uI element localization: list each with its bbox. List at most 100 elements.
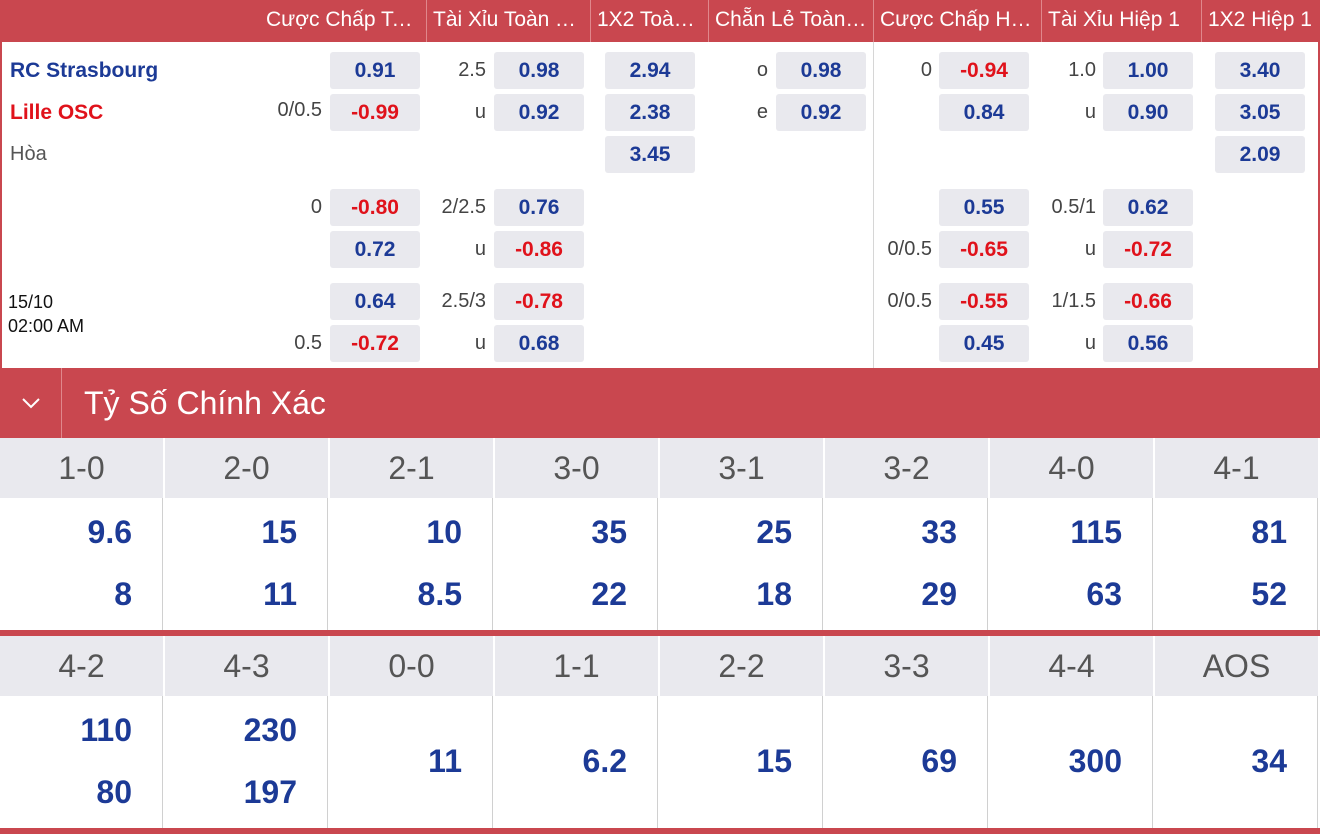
score-odd-away[interactable]: 18 — [756, 576, 792, 612]
score-odd-home[interactable]: 81 — [1251, 514, 1287, 550]
score-odds: 15 11 — [165, 498, 328, 630]
score-odd[interactable]: 11 — [428, 743, 462, 779]
h1-ah-line-3: 0/0.5 — [887, 290, 932, 312]
score-odd-away[interactable]: 29 — [921, 576, 957, 612]
odd-ah-away-3[interactable]: -0.72 — [330, 325, 420, 362]
score-cell[interactable]: 3-0 35 22 — [495, 438, 660, 630]
score-odd-home[interactable]: 35 — [591, 514, 627, 550]
odd-h1-ah-away-3[interactable]: 0.45 — [939, 325, 1029, 362]
odd-1x2-draw[interactable]: 3.45 — [605, 136, 695, 173]
score-odds: 6.2 — [495, 696, 658, 828]
col-header-ou-h1[interactable]: Tài Xỉu Hiệp 1 — [1041, 0, 1201, 42]
score-odd[interactable]: 69 — [921, 743, 957, 779]
match-date: 15/10 — [8, 292, 54, 312]
odd-ah-away[interactable]: -0.99 — [330, 94, 420, 131]
score-cell[interactable]: 4-2 110 80 — [0, 636, 165, 828]
chevron-down-icon — [21, 398, 40, 409]
col-header-ou-full[interactable]: Tài Xỉu Toàn Trận — [426, 0, 590, 42]
odd-oe-even[interactable]: 0.92 — [776, 94, 866, 131]
score-odd-away[interactable]: 11 — [263, 576, 297, 612]
odd-h1-ou-under[interactable]: 0.90 — [1103, 94, 1193, 131]
score-odd[interactable]: 34 — [1251, 743, 1287, 779]
score-odd[interactable]: 6.2 — [582, 743, 627, 779]
score-cell[interactable]: 3-2 33 29 — [825, 438, 990, 630]
odd-h1-ou-over[interactable]: 1.00 — [1103, 52, 1193, 89]
score-cell[interactable]: 3-1 25 18 — [660, 438, 825, 630]
score-cell[interactable]: 0-0 11 — [330, 636, 495, 828]
odd-ou-over-3[interactable]: -0.78 — [494, 283, 584, 320]
score-label: 3-3 — [825, 636, 988, 696]
ou-under-label-2: u — [474, 238, 486, 260]
odd-ou-under-3[interactable]: 0.68 — [494, 325, 584, 362]
col-header-handicap-full[interactable]: Cược Chấp Toàn Trận — [266, 8, 426, 31]
score-odds: 300 — [990, 696, 1153, 828]
odd-h1-ou-under-3[interactable]: 0.56 — [1103, 325, 1193, 362]
score-cell[interactable]: 4-1 81 52 — [1155, 438, 1320, 630]
score-cell[interactable]: 1-1 6.2 — [495, 636, 660, 828]
h1-ah-line-2: 0/0.5 — [887, 238, 932, 260]
score-odd[interactable]: 300 — [1068, 743, 1122, 779]
ou-line-2: 2/2.5 — [441, 196, 486, 218]
odd-h1-ah-away-2[interactable]: -0.65 — [939, 231, 1029, 268]
odd-h1-ah-away[interactable]: 0.84 — [939, 94, 1029, 131]
score-label: 1-0 — [0, 438, 163, 498]
ou-under-label-3: u — [474, 332, 486, 354]
odd-h1-ou-over-2[interactable]: 0.62 — [1103, 189, 1193, 226]
score-odd-away[interactable]: 52 — [1251, 576, 1287, 612]
score-odd-away[interactable]: 80 — [96, 774, 132, 810]
odd-oe-odd[interactable]: 0.98 — [776, 52, 866, 89]
collapse-toggle[interactable] — [0, 368, 62, 438]
correct-score-section-header[interactable]: Tỷ Số Chính Xác — [0, 368, 1320, 438]
score-cell[interactable]: 2-2 15 — [660, 636, 825, 828]
odd-ah-home-3[interactable]: 0.64 — [330, 283, 420, 320]
score-odd-home[interactable]: 33 — [921, 514, 957, 550]
odd-1x2-away[interactable]: 2.38 — [605, 94, 695, 131]
odd-h1-ou-under-2[interactable]: -0.72 — [1103, 231, 1193, 268]
odd-h1-ah-home-2[interactable]: 0.55 — [939, 189, 1029, 226]
odd-ah-home[interactable]: 0.91 — [330, 52, 420, 89]
odd-ou-under[interactable]: 0.92 — [494, 94, 584, 131]
odd-h1-1x2-away[interactable]: 3.05 — [1215, 94, 1305, 131]
score-cell[interactable]: 4-4 300 — [990, 636, 1155, 828]
score-odd-home[interactable]: 10 — [426, 514, 462, 550]
score-label: 2-2 — [660, 636, 823, 696]
score-cell[interactable]: 3-3 69 — [825, 636, 990, 828]
score-label: AOS — [1155, 636, 1318, 696]
odd-ou-under-2[interactable]: -0.86 — [494, 231, 584, 268]
score-cell[interactable]: AOS 34 — [1155, 636, 1320, 828]
score-cell[interactable]: 4-0 115 63 — [990, 438, 1155, 630]
score-cell[interactable]: 2-1 10 8.5 — [330, 438, 495, 630]
score-odd-home[interactable]: 25 — [756, 514, 792, 550]
odd-h1-ah-home-3[interactable]: -0.55 — [939, 283, 1029, 320]
away-team-name: Lille OSC — [10, 101, 104, 124]
score-odd-home[interactable]: 115 — [1070, 514, 1122, 550]
odd-h1-1x2-home[interactable]: 3.40 — [1215, 52, 1305, 89]
odd-ah-away-2[interactable]: 0.72 — [330, 231, 420, 268]
odd-1x2-home[interactable]: 2.94 — [605, 52, 695, 89]
score-cell[interactable]: 1-0 9.6 8 — [0, 438, 165, 630]
score-odds: 9.6 8 — [0, 498, 163, 630]
odd-h1-ah-home[interactable]: -0.94 — [939, 52, 1029, 89]
odd-h1-1x2-draw[interactable]: 2.09 — [1215, 136, 1305, 173]
score-cell[interactable]: 4-3 230 197 — [165, 636, 330, 828]
score-cell[interactable]: 2-0 15 11 — [165, 438, 330, 630]
score-odd-away[interactable]: 63 — [1086, 576, 1122, 612]
score-odd-home[interactable]: 110 — [80, 712, 132, 748]
odd-ou-over-2[interactable]: 0.76 — [494, 189, 584, 226]
score-odd-away[interactable]: 197 — [243, 774, 297, 810]
score-odds: 25 18 — [660, 498, 823, 630]
odd-h1-ou-over-3[interactable]: -0.66 — [1103, 283, 1193, 320]
score-odd-away[interactable]: 22 — [591, 576, 627, 612]
col-header-1x2-full[interactable]: 1X2 Toàn Trận — [590, 0, 708, 42]
score-odd[interactable]: 15 — [756, 743, 792, 779]
score-odd-away[interactable]: 8.5 — [417, 576, 462, 612]
score-odd-away[interactable]: 8 — [114, 576, 132, 612]
col-header-1x2-h1[interactable]: 1X2 Hiệp 1 — [1201, 0, 1320, 42]
col-header-oddeven-full[interactable]: Chẵn Lẻ Toàn Trận — [708, 0, 873, 42]
score-odd-home[interactable]: 15 — [261, 514, 297, 550]
score-odd-home[interactable]: 230 — [243, 712, 297, 748]
score-odd-home[interactable]: 9.6 — [87, 514, 132, 550]
odd-ou-over[interactable]: 0.98 — [494, 52, 584, 89]
col-header-handicap-h1[interactable]: Cược Chấp Hiệp 1 — [873, 0, 1041, 42]
odd-ah-home-2[interactable]: -0.80 — [330, 189, 420, 226]
